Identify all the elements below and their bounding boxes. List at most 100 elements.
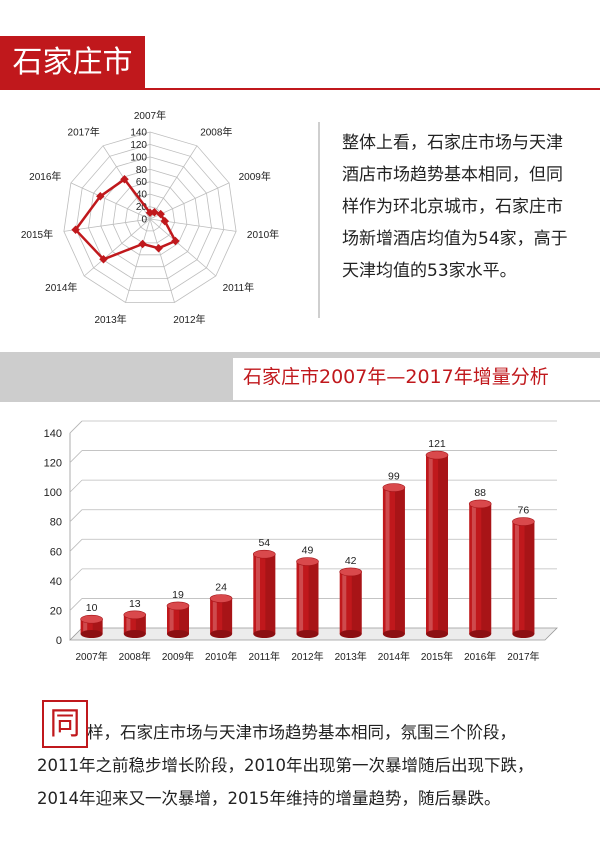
bar-shade (438, 455, 448, 634)
gridline-diagonal (69, 479, 83, 493)
section-title-box (233, 358, 600, 400)
radar-spoke (149, 218, 217, 277)
radar-point (171, 236, 180, 246)
summary-divider (318, 122, 320, 318)
x-tick-label: 2012年 (291, 650, 323, 663)
bar-shade (308, 561, 319, 634)
data-label: 99 (388, 471, 400, 483)
radar-grid-ring (75, 143, 225, 292)
bar-shade (179, 605, 189, 634)
y-tick-label: 20 (50, 605, 62, 617)
radar-grid-ring (112, 181, 188, 256)
gridline-diagonal (69, 450, 83, 463)
bar-base (296, 630, 319, 638)
radar-grid-ring (124, 193, 176, 244)
radar-tick-label: 80 (136, 165, 148, 176)
radar-point (120, 175, 129, 184)
bar-highlight (126, 614, 131, 634)
radar-category-label: 2012年 (173, 313, 205, 326)
bar-top (123, 610, 147, 620)
radar-tick-label: 20 (136, 202, 148, 213)
radar-point (138, 239, 147, 249)
radar-category-label: 2008年 (200, 126, 232, 139)
radar-tick-label: 100 (130, 152, 147, 163)
radar-spoke (70, 182, 151, 220)
analysis-paragraph: 样，石家庄市场与天津市场趋势基本相同，氛围三个阶段， 2011年之前稳步增长阶段… (37, 716, 577, 815)
bar-base (426, 630, 448, 638)
bar-highlight (256, 554, 260, 634)
bar-base (469, 630, 492, 638)
bar-shade (265, 554, 276, 634)
radar-point (160, 216, 170, 226)
bar-highlight (385, 487, 390, 634)
x-tick-label: 2017年 (507, 650, 539, 663)
x-tick-label: 2014年 (378, 650, 410, 663)
data-label: 19 (172, 589, 184, 601)
bar (339, 571, 362, 634)
radar-category-label: 2013年 (94, 313, 126, 326)
bar-base (382, 630, 405, 638)
radar-category-label: 2017年 (68, 126, 100, 139)
x-tick-label: 2008年 (119, 650, 151, 663)
bar-highlight (342, 571, 347, 634)
section-title: 石家庄市2007年—2017年增量分析 (243, 366, 549, 388)
x-tick-label: 2010年 (205, 650, 237, 663)
bar-top (382, 483, 406, 492)
bar-highlight (299, 561, 304, 634)
x-tick-label: 2007年 (75, 650, 107, 663)
radar-grid-ring (100, 168, 200, 268)
radar-spoke (149, 145, 198, 220)
data-label: 24 (215, 582, 227, 594)
paragraph-line-3: 2014年迎来又一次暴增，2015年维持的增量趋势，随后暴跌。 (37, 789, 501, 808)
gridline-diagonal (69, 568, 83, 582)
bar-base (210, 630, 233, 638)
bar-base (339, 630, 362, 638)
data-label: 76 (518, 505, 530, 517)
summary-text: 整体上看，石家庄市场与天津酒店市场趋势基本相同，但同样作为环北京城市，石家庄市场… (342, 133, 568, 281)
radar-grid-ring (88, 156, 212, 280)
bar (382, 487, 405, 634)
radar-spoke (83, 218, 151, 277)
radar-point (156, 209, 165, 219)
data-label: 10 (86, 602, 98, 614)
radar-point (150, 207, 159, 217)
bar-top (468, 499, 492, 509)
drop-cap: 同 (42, 700, 88, 748)
radar-category-label: 2011年 (223, 281, 255, 294)
y-tick-label: 60 (50, 546, 62, 558)
radar-category-label: 2010年 (247, 228, 279, 241)
radar-category-label: 2014年 (45, 281, 77, 294)
radar-tick-label: 120 (130, 140, 147, 151)
data-label: 54 (258, 537, 270, 549)
bar (167, 605, 189, 634)
x-tick-label: 2009年 (162, 650, 194, 663)
radar-category-label: 2007年 (134, 109, 166, 122)
bar (512, 521, 535, 634)
bar-base (80, 630, 103, 638)
bar-highlight (83, 619, 88, 634)
bar-highlight (212, 598, 217, 634)
bar-top (252, 549, 276, 559)
y-tick-label: 120 (44, 458, 62, 470)
radar-point (96, 192, 105, 201)
bar-shade (481, 503, 492, 634)
bar (123, 614, 146, 634)
bar-base (123, 630, 146, 638)
bar (469, 503, 492, 634)
bar-highlight (169, 605, 174, 634)
radar-tick-label: 140 (130, 128, 147, 139)
bar (210, 598, 233, 634)
bar-highlight (515, 521, 519, 634)
bar-shade (92, 619, 103, 634)
header: 石家庄市 (0, 0, 600, 92)
bar-top (209, 594, 233, 603)
bar-highlight (428, 455, 433, 634)
bar-top (425, 450, 449, 460)
gridline-diagonal (69, 539, 83, 552)
radar-grid-ring (63, 131, 237, 303)
bar-top (339, 567, 363, 577)
bar (426, 455, 448, 634)
radar-tick-label: 40 (136, 190, 148, 201)
x-tick-label: 2011年 (249, 650, 281, 663)
